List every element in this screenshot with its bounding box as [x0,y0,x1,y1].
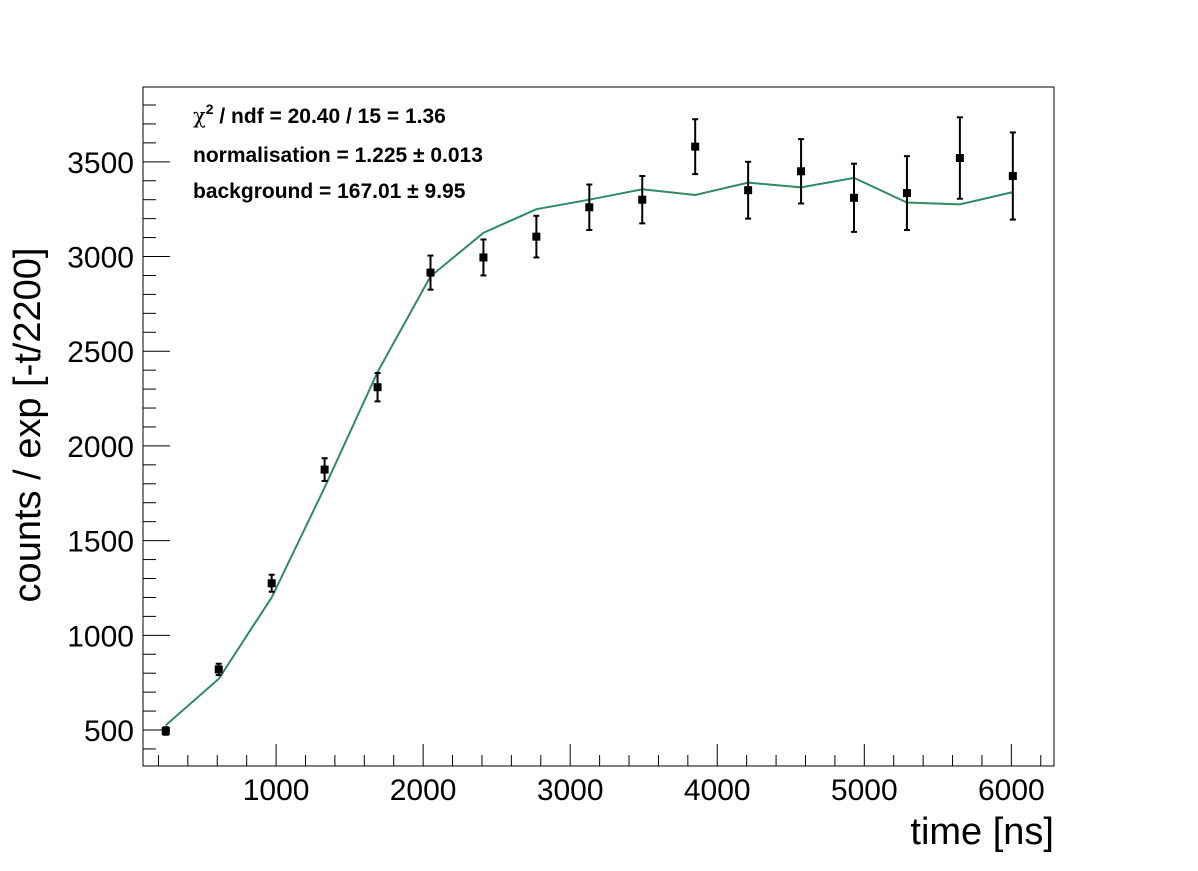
data-point [691,142,700,151]
data-point [532,232,541,241]
y-tick-label: 2500 [67,336,134,369]
data-point [161,726,170,735]
x-tick-label: 4000 [684,774,751,807]
x-tick-label: 3000 [537,774,604,807]
data-point [479,253,488,262]
y-tick-label: 1500 [67,526,134,559]
data-point [902,189,911,198]
data-point [320,465,329,474]
data-point [1008,172,1017,181]
y-tick-label: 1000 [67,620,134,653]
y-tick-label: 2000 [67,431,134,464]
y-axis-title: counts / exp [-t/2200] [7,248,49,603]
normalisation-stat: normalisation = 1.225 ± 0.013 [193,144,483,167]
x-axis-title: time [ns] [910,811,1054,853]
x-tick-label: 2000 [390,774,457,807]
x-tick-label: 5000 [831,774,898,807]
chi2-value: / ndf = 20.40 / 15 = 1.36 [214,105,446,128]
x-tick-label: 1000 [243,774,310,807]
data-point [585,203,594,212]
data-points-group [161,116,1017,736]
data-point [797,167,806,176]
data-point [744,186,753,195]
chi-symbol: χ [193,104,206,128]
y-tick-label: 3000 [67,242,134,275]
data-point [955,154,964,163]
y-tick-label: 3500 [67,147,134,180]
data-point [850,193,859,202]
chi2-stat: χ2 / ndf = 20.40 / 15 = 1.36 [193,101,446,128]
x-tick-label: 6000 [978,774,1045,807]
x-axis-ticks [157,744,1042,766]
data-point [426,268,435,277]
chi-superscript: 2 [206,101,214,117]
data-point [373,383,382,392]
data-point [638,195,647,204]
background-stat: background = 167.01 ± 9.95 [193,180,466,203]
fit-curve [165,176,1014,727]
x-tick-labels: 1000 2000 3000 4000 5000 6000 [243,774,1045,807]
y-axis-ticks [143,104,170,750]
y-tick-label: 500 [84,715,134,748]
fit-curve-group [165,176,1014,727]
data-point [267,579,276,588]
y-tick-labels: 500 1000 1500 2000 2500 3000 3500 [67,147,134,748]
data-point [214,665,223,674]
